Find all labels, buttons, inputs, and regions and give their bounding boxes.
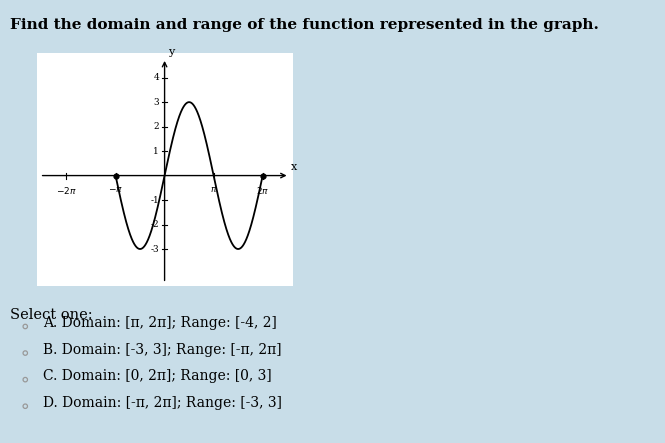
Text: -1: -1 xyxy=(150,195,159,205)
Text: 3: 3 xyxy=(154,97,159,107)
Text: -2: -2 xyxy=(150,220,159,229)
Text: y: y xyxy=(168,47,175,57)
Text: 1: 1 xyxy=(154,147,159,155)
Text: $\pi$: $\pi$ xyxy=(210,185,217,194)
Text: 2: 2 xyxy=(154,122,159,131)
Text: -3: -3 xyxy=(150,245,159,253)
Text: $-2\pi$: $-2\pi$ xyxy=(56,185,77,196)
Text: 4: 4 xyxy=(154,73,159,82)
Text: $-\pi$: $-\pi$ xyxy=(108,185,123,194)
Text: Select one:: Select one: xyxy=(10,308,92,322)
Text: C. Domain: [0, 2π]; Range: [0, 3]: C. Domain: [0, 2π]; Range: [0, 3] xyxy=(43,369,272,383)
Text: A. Domain: [π, 2π]; Range: [-4, 2]: A. Domain: [π, 2π]; Range: [-4, 2] xyxy=(43,316,277,330)
Text: $2\pi$: $2\pi$ xyxy=(256,185,269,196)
Text: x: x xyxy=(291,162,297,172)
Text: Find the domain and range of the function represented in the graph.: Find the domain and range of the functio… xyxy=(10,18,599,32)
Text: D. Domain: [-π, 2π]; Range: [-3, 3]: D. Domain: [-π, 2π]; Range: [-3, 3] xyxy=(43,396,282,410)
Text: B. Domain: [-3, 3]; Range: [-π, 2π]: B. Domain: [-3, 3]; Range: [-π, 2π] xyxy=(43,342,282,357)
